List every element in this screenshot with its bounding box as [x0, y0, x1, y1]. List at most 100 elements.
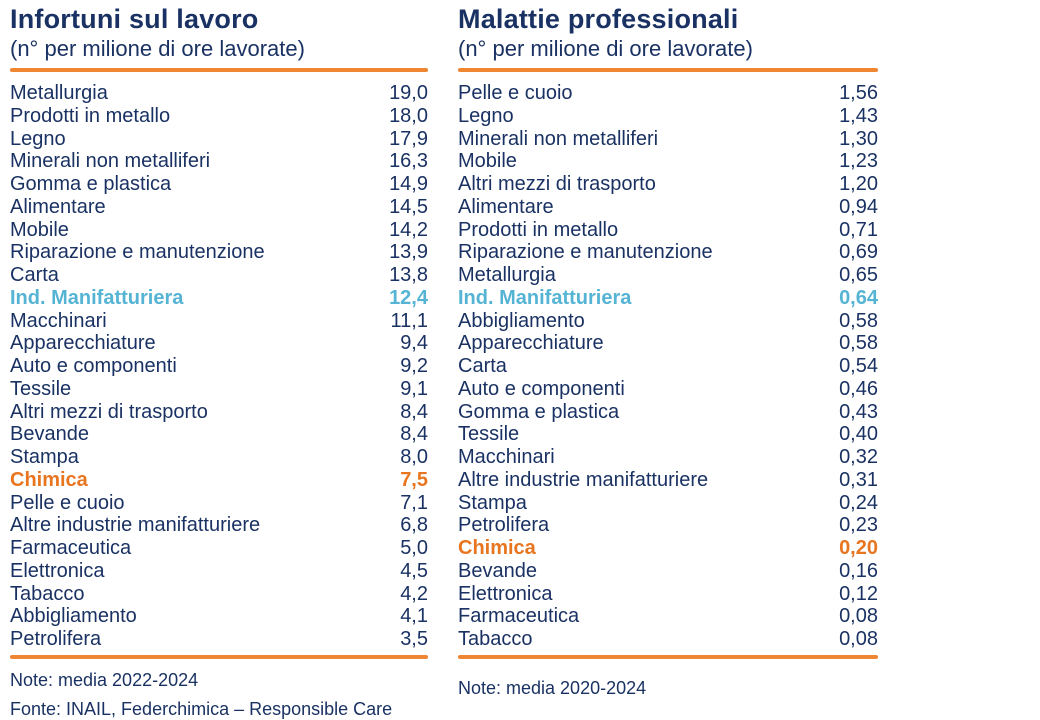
bottom-rule-malattie: [458, 654, 878, 659]
row-value: 0,16: [839, 559, 878, 582]
table-row: Macchinari 0,32: [458, 446, 878, 469]
row-label: Ind. Manifatturiera: [458, 286, 632, 309]
row-label: Ind. Manifatturiera: [10, 286, 184, 309]
row-value: 6,8: [400, 514, 428, 537]
note-line: Note: media 2020-2024: [458, 677, 647, 698]
row-value: 17,9: [389, 127, 428, 150]
row-label: Tabacco: [458, 628, 533, 650]
row-value: 16,3: [389, 150, 428, 173]
row-value: 1,43: [839, 104, 878, 127]
table-row: Farmaceutica 5,0: [10, 537, 428, 560]
row-label: Abbigliamento: [458, 309, 585, 332]
table-row: Minerali non metalliferi 1,30: [458, 128, 878, 151]
row-value: 13,8: [389, 264, 428, 286]
table-row: Altre industrie manifatturiere 0,31: [458, 469, 878, 492]
table-row: Petrolifera 3,5: [10, 628, 428, 651]
table-row: Tessile 0,40: [458, 423, 878, 446]
table-row: Altri mezzi di trasporto 8,4: [10, 401, 428, 424]
table-row: Apparecchiature 0,58: [458, 332, 878, 355]
row-value: 0,94: [839, 195, 878, 218]
row-label: Altre industrie manifatturiere: [10, 514, 261, 537]
table-row: Tabacco 4,2: [10, 583, 428, 606]
row-value: 14,9: [389, 173, 428, 195]
row-label: Carta: [458, 355, 507, 377]
row-value: 0,46: [839, 377, 878, 400]
table-row: Elettronica 4,5: [10, 560, 428, 583]
table-row: Mobile 1,23: [458, 150, 878, 173]
row-label: Petrolifera: [458, 514, 550, 537]
table-row: Ind. Manifatturiera 12,4: [10, 287, 428, 310]
row-value: 0,40: [839, 423, 878, 446]
table-row: Bevande 8,4: [10, 423, 428, 446]
row-label: Tessile: [458, 423, 520, 446]
row-label: Pelle e cuoio: [458, 82, 573, 104]
table-row: Bevande 0,16: [458, 560, 878, 583]
row-label: Elettronica: [10, 559, 105, 582]
row-value: 0,08: [839, 628, 878, 650]
row-label: Alimentare: [10, 195, 106, 218]
table-row: Farmaceutica 0,08: [458, 605, 878, 628]
row-value: 4,1: [400, 605, 428, 628]
row-value: 0,43: [839, 400, 878, 423]
table-row: Tessile 9,1: [10, 378, 428, 401]
table-row: Carta 13,8: [10, 264, 428, 287]
row-value: 9,4: [400, 332, 428, 355]
table-row: Prodotti in metallo 18,0: [10, 105, 428, 128]
table-malattie: Pelle e cuoio 1,56 Legno 1,43 Minerali non m…: [458, 82, 878, 651]
row-value: 0,65: [839, 264, 878, 286]
subtitle-malattie: (n° per milione di ore lavorate): [458, 36, 753, 61]
row-value: 0,23: [839, 514, 878, 537]
table-row: Apparecchiature 9,4: [10, 332, 428, 355]
table-row: Stampa 0,24: [458, 492, 878, 515]
row-label: Chimica: [10, 468, 88, 491]
row-value: 8,0: [400, 446, 428, 468]
table-row: Tabacco 0,08: [458, 628, 878, 651]
notes-malattie: Note: media 2020-2024: [458, 677, 878, 699]
table-row: Chimica 7,5: [10, 469, 428, 492]
table-row: Altre industrie manifatturiere 6,8: [10, 514, 428, 537]
row-value: 9,2: [400, 355, 428, 377]
row-label: Stampa: [458, 491, 527, 514]
table-row: Riparazione e manutenzione 0,69: [458, 241, 878, 264]
row-value: 0,24: [839, 491, 878, 514]
top-rule-infortuni: [10, 68, 428, 72]
table-row: Petrolifera 0,23: [458, 514, 878, 537]
row-label: Riparazione e manutenzione: [458, 241, 713, 264]
page-title-malattie: Malattie professionali: [458, 4, 739, 34]
row-value: 14,5: [389, 195, 428, 218]
table-row: Abbigliamento 0,58: [458, 310, 878, 333]
table-row: Ind. Manifatturiera 0,64: [458, 287, 878, 310]
table-row: Elettronica 0,12: [458, 583, 878, 606]
row-value: 7,1: [400, 491, 428, 514]
table-row: Alimentare 0,94: [458, 196, 878, 219]
row-label: Auto e componenti: [10, 355, 177, 377]
row-label: Gomma e plastica: [458, 400, 620, 423]
row-label: Macchinari: [458, 446, 555, 468]
row-value: 4,5: [400, 559, 428, 582]
bottom-rule-infortuni: [10, 654, 428, 659]
row-label: Elettronica: [458, 582, 553, 605]
row-label: Macchinari: [10, 309, 107, 332]
row-value: 0,58: [839, 332, 878, 355]
row-label: Farmaceutica: [458, 605, 580, 628]
row-value: 7,5: [400, 468, 428, 491]
row-label: Legno: [10, 127, 66, 150]
row-label: Abbigliamento: [10, 605, 137, 628]
row-label: Tessile: [10, 377, 72, 400]
top-rule-malattie: [458, 68, 878, 72]
table-row: Gomma e plastica 0,43: [458, 401, 878, 424]
row-value: 0,64: [839, 286, 878, 309]
notes-infortuni: Note: media 2022-2024 Fonte: INAIL, Feder…: [10, 669, 428, 720]
row-label: Mobile: [10, 218, 69, 241]
row-value: 0,32: [839, 446, 878, 468]
table-row: Metallurgia 19,0: [10, 82, 428, 105]
row-label: Gomma e plastica: [10, 173, 172, 195]
row-label: Petrolifera: [10, 628, 102, 650]
row-value: 8,4: [400, 400, 428, 423]
row-value: 14,2: [389, 218, 428, 241]
row-label: Altri mezzi di trasporto: [10, 400, 208, 423]
row-label: Riparazione e manutenzione: [10, 241, 265, 264]
panel-malattie: Malattie professionali (n° per milione d…: [458, 3, 878, 699]
row-label: Minerali non metalliferi: [458, 127, 659, 150]
row-value: 8,4: [400, 423, 428, 446]
